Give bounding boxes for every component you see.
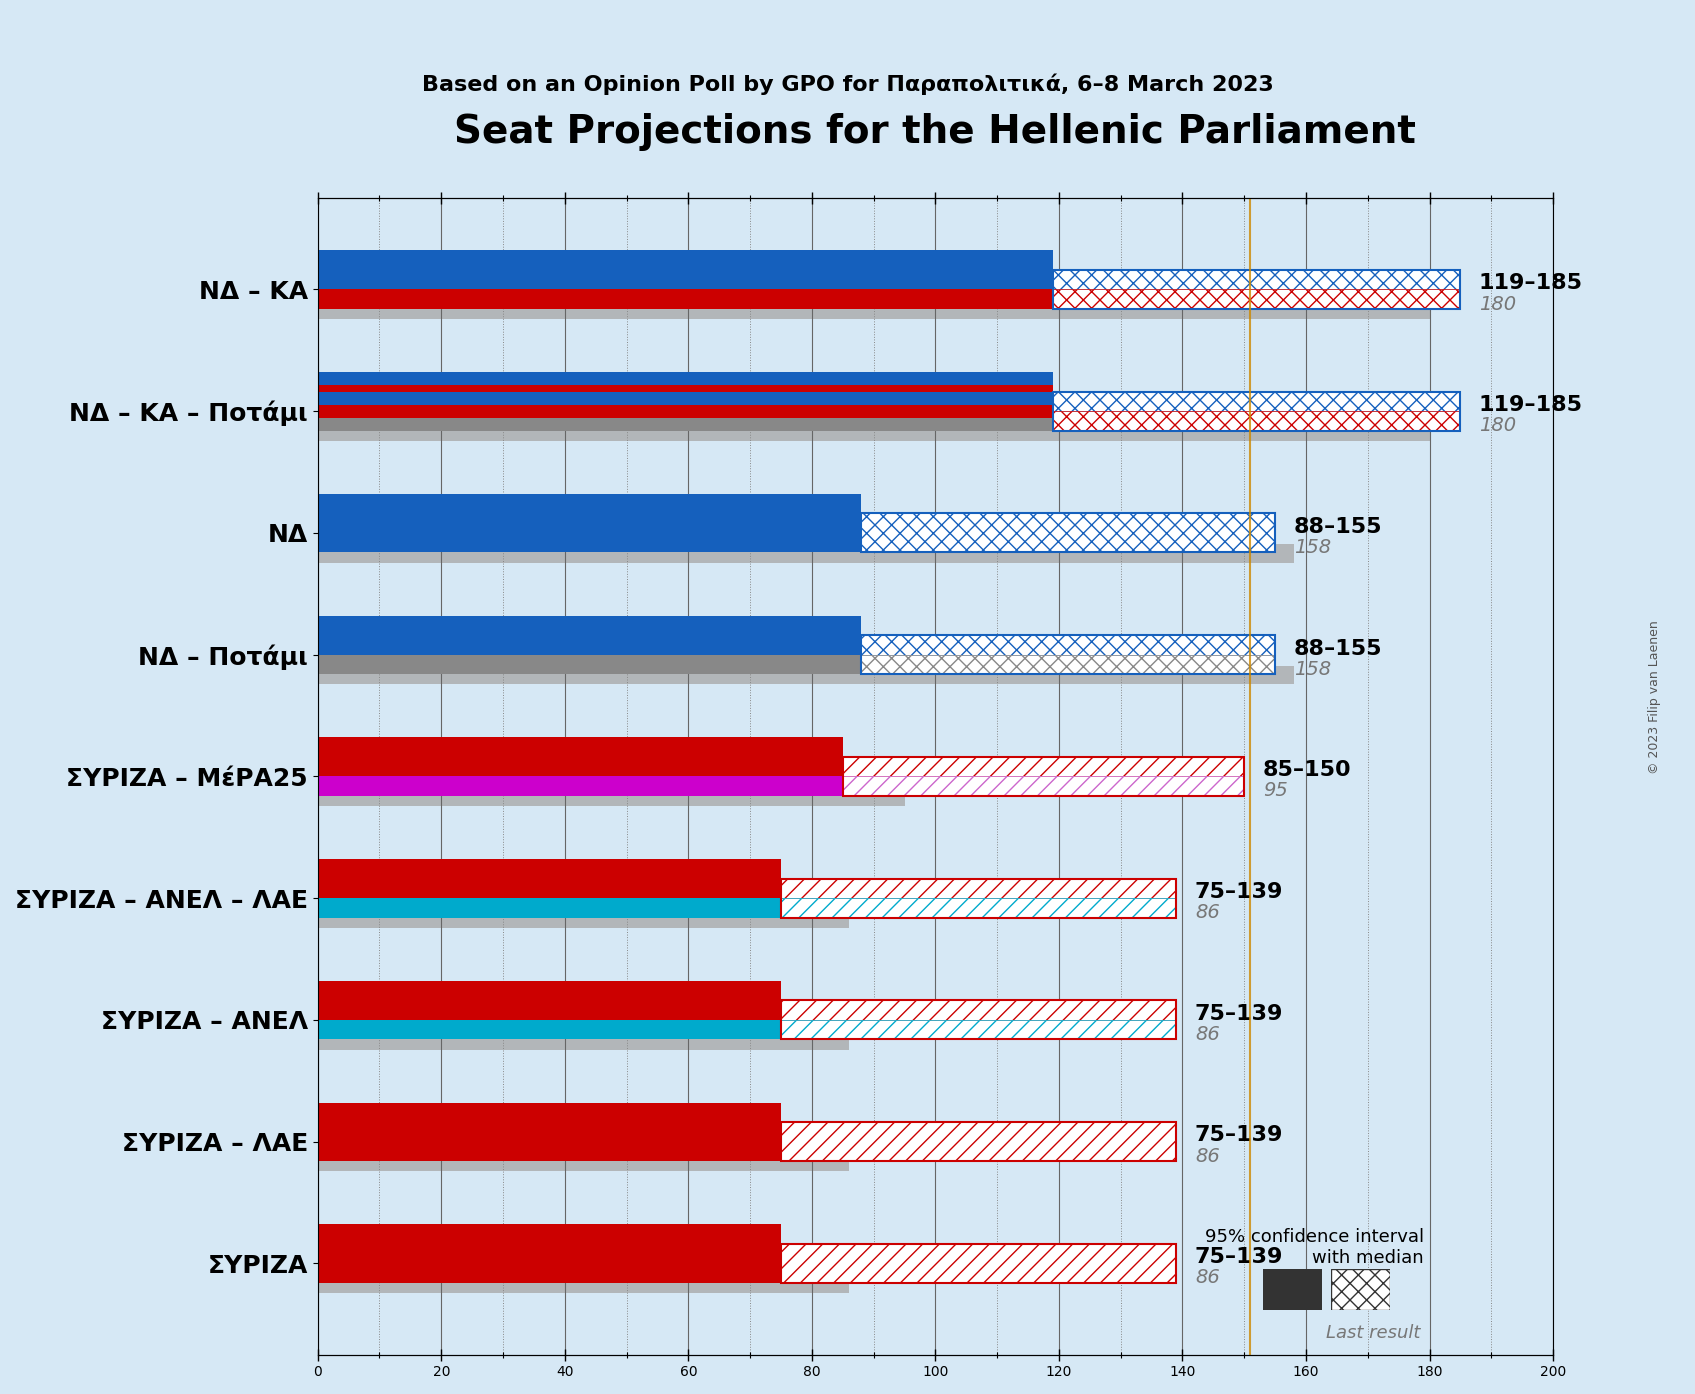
Text: 119–185: 119–185	[1480, 273, 1583, 293]
Bar	[781, 878, 1176, 917]
Bar	[781, 1020, 1176, 1040]
Bar	[317, 251, 1053, 270]
Bar	[317, 1032, 849, 1050]
Bar	[781, 1122, 1176, 1161]
Bar	[317, 1122, 781, 1161]
Bar	[317, 776, 842, 796]
Bar	[317, 636, 861, 655]
Bar	[842, 757, 1244, 776]
Text: 75–139: 75–139	[1195, 882, 1283, 902]
Bar	[781, 1122, 1176, 1161]
Text: 75–139: 75–139	[1195, 1125, 1283, 1146]
Bar	[317, 898, 781, 917]
Legend: 	[1536, 1337, 1546, 1348]
Bar	[1053, 290, 1461, 309]
Bar	[317, 788, 905, 806]
Bar	[317, 545, 1293, 563]
Bar	[781, 1243, 1176, 1282]
Bar	[317, 1001, 781, 1020]
Text: 88–155: 88–155	[1293, 517, 1381, 537]
Text: 95% confidence interval
with median: 95% confidence interval with median	[1205, 1228, 1424, 1267]
Bar	[317, 1103, 781, 1142]
Bar	[317, 493, 861, 533]
Text: 158: 158	[1293, 538, 1331, 558]
Bar	[1053, 392, 1461, 411]
Bar	[317, 878, 781, 898]
Text: 180: 180	[1480, 294, 1515, 314]
Bar	[317, 666, 1293, 684]
Bar	[781, 898, 1176, 917]
Text: 95: 95	[1263, 782, 1288, 800]
Bar	[1053, 270, 1461, 309]
Text: 75–139: 75–139	[1195, 1248, 1283, 1267]
Bar	[317, 301, 1429, 319]
Text: 86: 86	[1195, 1269, 1220, 1288]
Text: 85–150: 85–150	[1263, 760, 1351, 781]
Bar	[861, 655, 1275, 675]
Bar	[781, 878, 1176, 898]
Bar	[317, 616, 861, 636]
Bar	[317, 513, 861, 552]
Bar	[317, 1153, 849, 1171]
Bar	[317, 737, 842, 757]
Text: Last result: Last result	[1325, 1324, 1420, 1342]
Bar	[317, 270, 1053, 290]
Bar	[317, 418, 1053, 431]
Bar	[317, 636, 861, 655]
Bar	[317, 404, 1053, 418]
Bar	[317, 270, 1053, 290]
Bar	[317, 392, 1053, 404]
Bar	[861, 636, 1275, 655]
Bar	[1053, 392, 1461, 431]
Text: 86: 86	[1195, 903, 1220, 923]
Bar	[861, 513, 1275, 552]
Text: 88–155: 88–155	[1293, 638, 1381, 658]
Text: 86: 86	[1195, 1147, 1220, 1165]
Bar	[317, 1001, 781, 1020]
Bar	[1053, 270, 1461, 290]
Bar	[317, 372, 1053, 385]
Bar	[317, 1020, 781, 1040]
Text: Based on an Opinion Poll by GPO for Παραπολιτικά, 6–8 March 2023: Based on an Opinion Poll by GPO for Παρα…	[422, 72, 1273, 95]
Text: © 2023 Filip van Laenen: © 2023 Filip van Laenen	[1648, 620, 1661, 774]
Bar	[781, 1243, 1176, 1282]
Bar	[1053, 411, 1461, 431]
Bar	[861, 636, 1275, 675]
Bar	[317, 1224, 781, 1263]
Bar	[781, 1001, 1176, 1020]
Bar	[317, 878, 781, 898]
Text: 158: 158	[1293, 659, 1331, 679]
Text: 180: 180	[1480, 417, 1515, 435]
Bar	[781, 1001, 1176, 1040]
Bar	[842, 776, 1244, 796]
Bar	[317, 385, 1053, 399]
Bar	[317, 757, 842, 776]
Text: 86: 86	[1195, 1025, 1220, 1044]
Bar	[861, 513, 1275, 552]
Bar	[317, 1243, 781, 1282]
Bar	[317, 910, 849, 928]
Bar	[317, 655, 861, 675]
Bar	[317, 399, 1053, 411]
Bar	[842, 757, 1244, 796]
Bar	[317, 981, 781, 1001]
Bar	[317, 859, 781, 878]
Text: 75–139: 75–139	[1195, 1004, 1283, 1023]
Bar	[317, 290, 1053, 309]
Title: Seat Projections for the Hellenic Parliament: Seat Projections for the Hellenic Parlia…	[454, 113, 1417, 151]
Bar	[317, 1276, 849, 1294]
Bar	[317, 422, 1429, 441]
Bar	[317, 757, 842, 776]
Text: 119–185: 119–185	[1480, 395, 1583, 415]
